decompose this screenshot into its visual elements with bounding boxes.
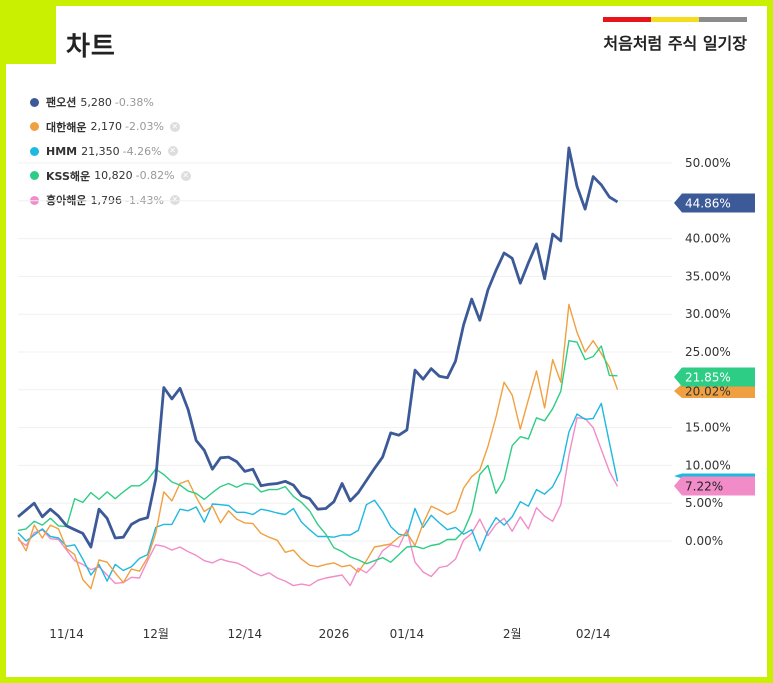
y-tick-label: 15.00% — [685, 421, 731, 435]
legend-dot — [30, 97, 39, 107]
value-tag-label: 7.22% — [685, 480, 723, 494]
remove-series-icon[interactable]: ✕ — [169, 121, 180, 132]
legend-change: -4.26% — [122, 144, 162, 158]
series-line-5 — [17, 417, 619, 587]
x-tick-label: 12월 — [143, 627, 169, 641]
brand-bar-yellow — [651, 17, 699, 22]
x-tick-label: 12/14 — [228, 627, 263, 641]
legend-dot — [30, 195, 39, 205]
y-tick-label: 0.00% — [685, 534, 723, 548]
y-tick-label: 5.00% — [685, 496, 723, 510]
legend-price: 2,170 — [90, 120, 122, 134]
y-tick-label: 30.00% — [685, 307, 731, 321]
legend-dot — [30, 122, 39, 132]
remove-series-icon[interactable]: ✕ — [167, 146, 178, 157]
legend-name: KSS해운 — [46, 169, 91, 183]
title-accent — [0, 0, 56, 64]
legend: 팬오션 5,280 -0.38% 대한해운 2,170 -2.03% ✕ HMM… — [30, 90, 191, 213]
legend-item-3[interactable]: HMM 21,350 -4.26% ✕ — [30, 139, 191, 164]
legend-item-2[interactable]: 대한해운 2,170 -2.03% ✕ — [30, 115, 191, 140]
x-tick-label: 2026 — [319, 627, 350, 641]
legend-change: -2.03% — [124, 120, 164, 134]
series-line-3 — [17, 402, 619, 582]
legend-change: -1.43% — [124, 193, 164, 207]
brand-bar-gray — [699, 17, 747, 22]
remove-series-icon[interactable]: ✕ — [169, 195, 180, 206]
value-tag-5 — [674, 476, 755, 496]
legend-name: 대한해운 — [46, 120, 87, 134]
x-tick-label: 02/14 — [576, 627, 611, 641]
remove-series-icon[interactable]: ✕ — [180, 170, 191, 181]
y-tick-label: 25.00% — [685, 345, 731, 359]
page-title: 차트 — [66, 32, 116, 62]
legend-price: 1,796 — [90, 193, 122, 207]
legend-price: 21,350 — [81, 144, 120, 158]
legend-change: -0.82% — [135, 169, 175, 183]
series-line-1 — [17, 146, 619, 549]
legend-item-5[interactable]: 흥아해운 1,796 -1.43% ✕ — [30, 188, 191, 213]
value-tag-2 — [674, 384, 755, 398]
legend-name: HMM — [46, 144, 78, 158]
value-tag-label: 21.85% — [685, 371, 731, 385]
legend-dot — [30, 146, 39, 156]
y-tick-label: 35.00% — [685, 269, 731, 283]
legend-dot — [30, 171, 39, 181]
y-tick-label: 40.00% — [685, 232, 731, 246]
value-tag-label: 20.02% — [685, 385, 731, 399]
series-line-4 — [17, 340, 618, 565]
value-tag-label: 44.86% — [685, 197, 731, 211]
brand-bar-red — [603, 17, 651, 22]
legend-item-1[interactable]: 팬오션 5,280 -0.38% — [30, 90, 191, 115]
legend-name: 팬오션 — [46, 96, 77, 110]
legend-price: 10,820 — [94, 169, 133, 183]
legend-price: 5,280 — [80, 95, 112, 109]
legend-item-4[interactable]: KSS해운 10,820 -0.82% ✕ — [30, 164, 191, 189]
value-tag-4 — [674, 367, 755, 387]
legend-change: -0.38% — [114, 95, 154, 109]
y-tick-label: 50.00% — [685, 156, 731, 170]
x-tick-label: 2월 — [503, 627, 522, 641]
series-line-2 — [17, 303, 619, 590]
brand-name: 처음처럼 주식 일기장 — [603, 34, 747, 53]
value-tag-1 — [674, 193, 755, 213]
y-tick-label: 10.00% — [685, 458, 731, 472]
x-tick-label: 11/14 — [49, 627, 84, 641]
x-tick-label: 01/14 — [390, 627, 425, 641]
